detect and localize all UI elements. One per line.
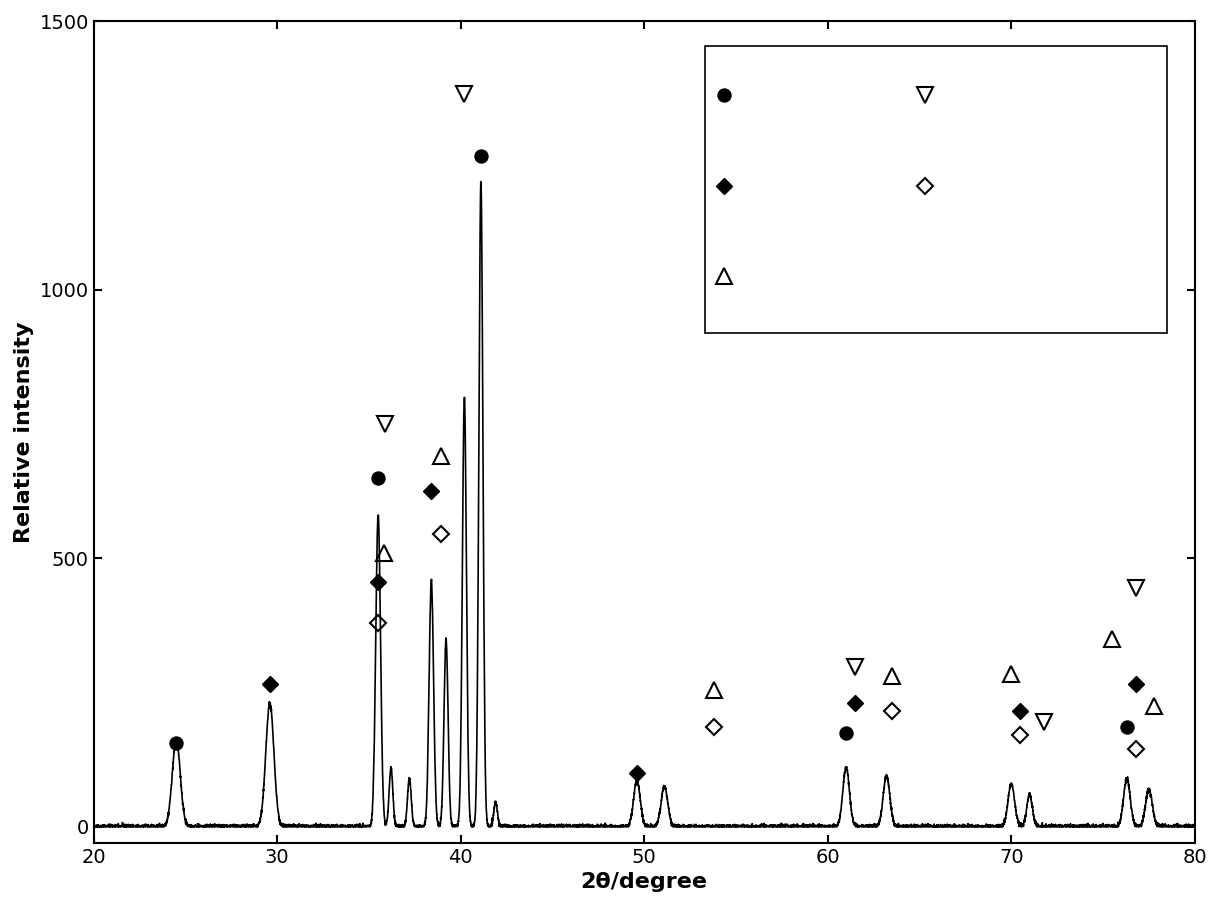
Text: TiB: TiB	[747, 176, 783, 195]
Text: $\diamond$ $\alpha$-Ti: $\diamond$ $\alpha$-Ti	[949, 176, 1010, 195]
Text: TiC: TiC	[747, 86, 783, 105]
Y-axis label: Relative intensity: Relative intensity	[13, 322, 34, 543]
Bar	[705, 46, 1167, 333]
Text: TiVC$_2$: TiVC$_2$	[949, 84, 1009, 107]
Text: AlTi$_3$: AlTi$_3$	[747, 265, 800, 287]
X-axis label: 2θ/degree: 2θ/degree	[581, 872, 708, 892]
